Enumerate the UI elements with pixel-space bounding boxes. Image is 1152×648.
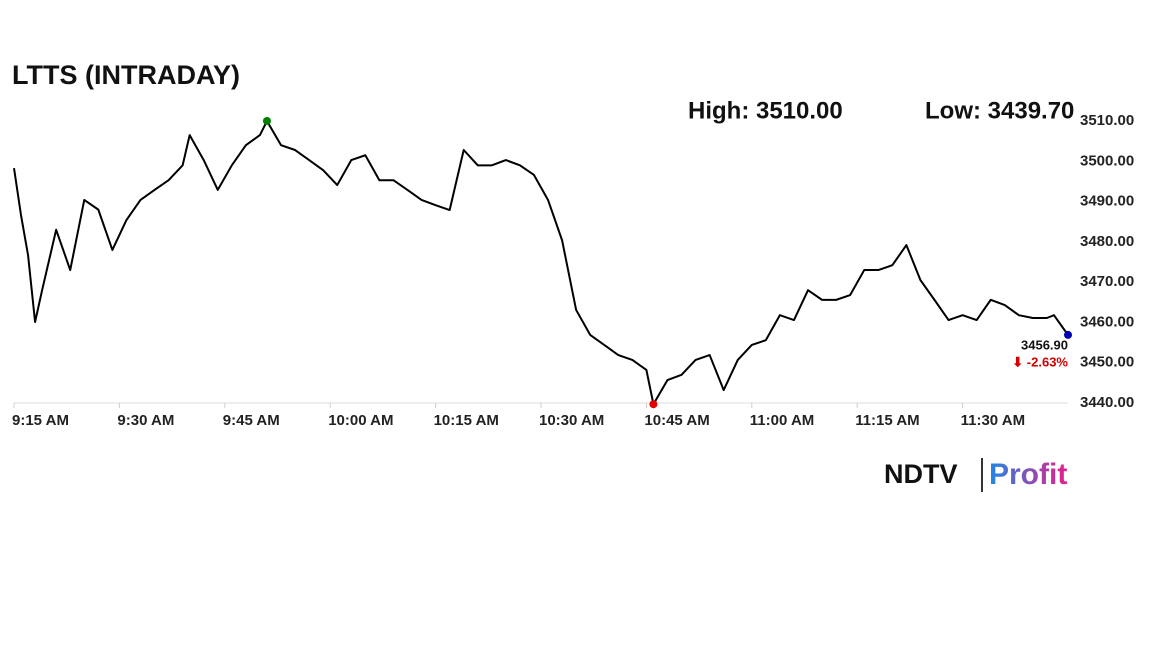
x-tick-label: 9:45 AM: [223, 412, 280, 429]
high-dot: [262, 117, 271, 125]
x-tick-label: 9:30 AM: [117, 412, 174, 429]
y-tick-label: 3480.00: [1080, 233, 1134, 250]
x-tick-label: 10:00 AM: [328, 412, 393, 429]
y-tick-label: 3510.00: [1080, 112, 1134, 129]
y-tick-label: 3460.00: [1080, 313, 1134, 330]
y-tick-label: 3450.00: [1080, 354, 1134, 371]
last-label: 3456.90: [1021, 337, 1068, 352]
x-tick-label: 10:45 AM: [644, 412, 709, 429]
x-tick-label: 10:15 AM: [434, 412, 499, 429]
y-tick-label: 3440.00: [1080, 394, 1134, 411]
x-tick-label: 11:00 AM: [750, 412, 814, 429]
logo-right: Profit: [989, 458, 1067, 491]
low-label: Low: 3439.70: [925, 97, 1074, 124]
x-tick-label: 11:15 AM: [855, 412, 919, 429]
x-tick-label: 9:15 AM: [12, 412, 69, 429]
x-tick-label: 11:30 AM: [961, 412, 1025, 429]
y-tick-label: 3500.00: [1080, 152, 1134, 169]
high-label: High: 3510.00: [688, 97, 843, 124]
low-dot: [649, 400, 658, 409]
y-tick-label: 3470.00: [1080, 273, 1134, 290]
y-tick-label: 3490.00: [1080, 193, 1134, 210]
logo-left: NDTV: [884, 459, 958, 489]
last-dot: [1064, 330, 1072, 339]
change-label: ⬇ -2.63%: [1012, 354, 1068, 369]
x-tick-label: 10:30 AM: [539, 412, 604, 429]
chart-title: LTTS (INTRADAY): [12, 60, 240, 90]
price-line: [13, 120, 1069, 406]
